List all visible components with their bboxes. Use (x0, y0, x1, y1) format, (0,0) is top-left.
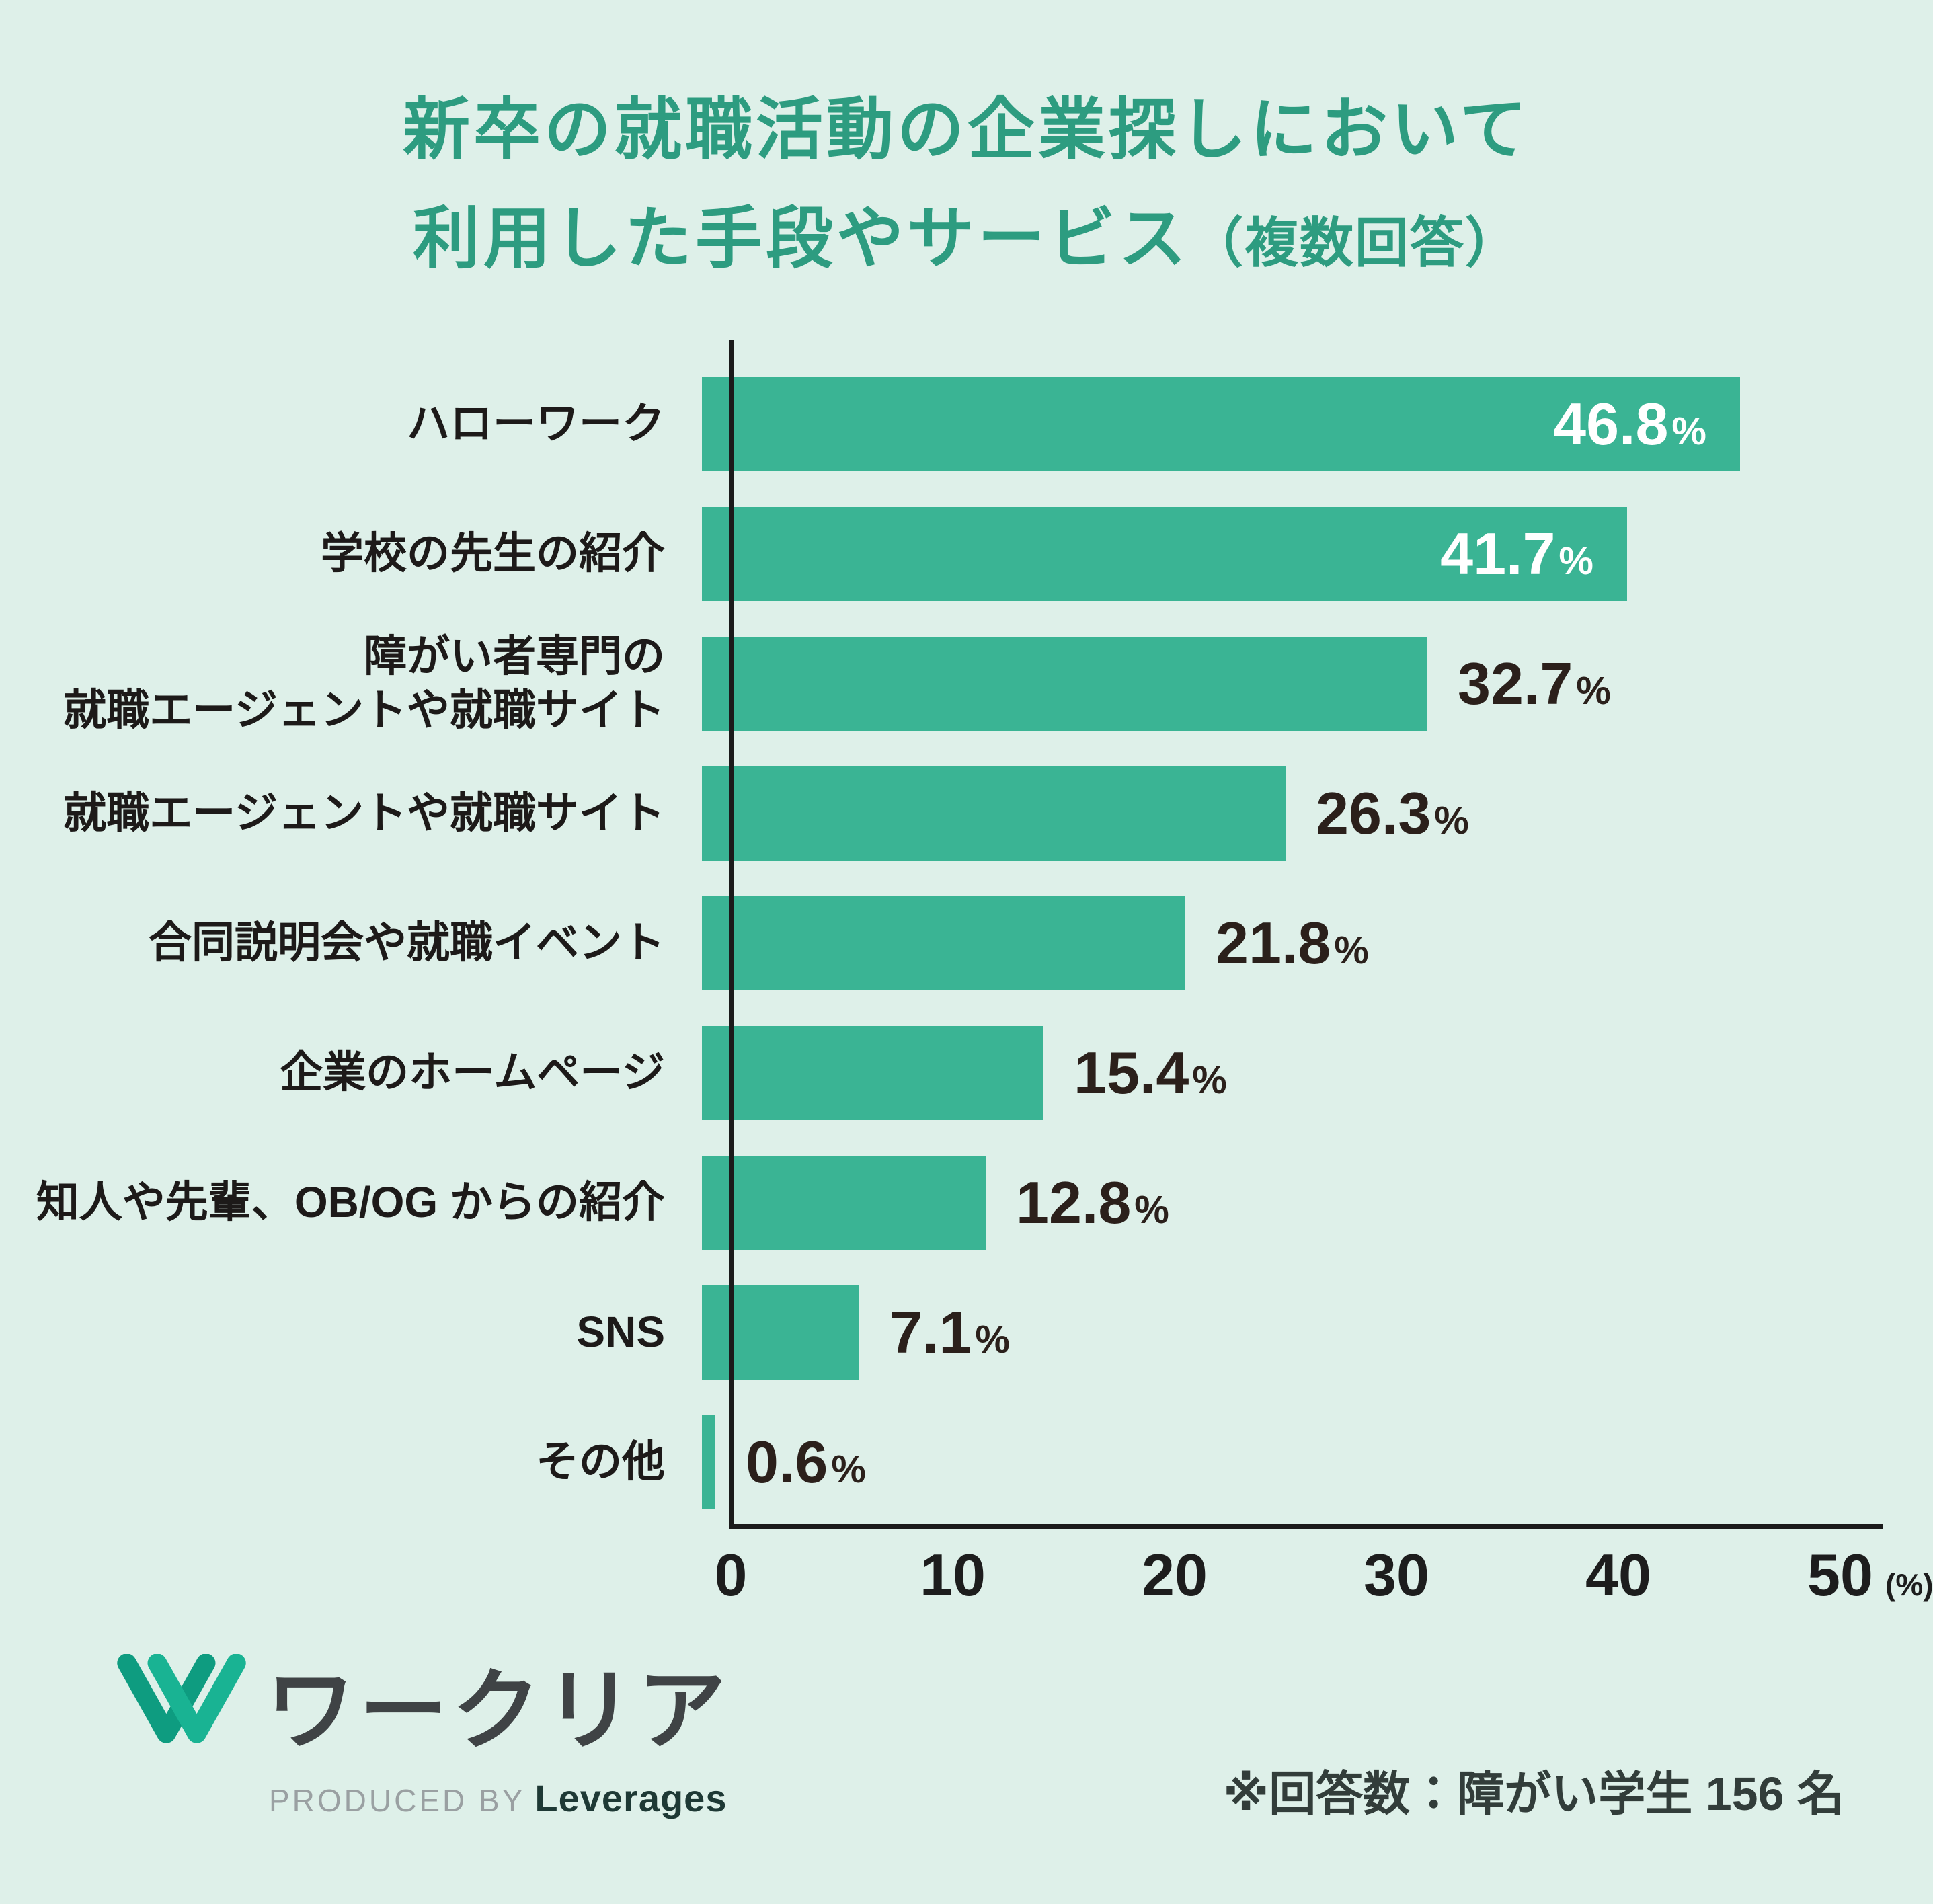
workria-w-icon (117, 1654, 246, 1743)
percent-sign: % (831, 1447, 866, 1491)
category-label: 就職エージェントや就職サイト (63, 788, 665, 837)
produced-by-line: PRODUCED BY Leverages (269, 1776, 727, 1820)
bar-track: 15.4% (699, 1025, 1933, 1120)
bar-track: 12.8% (699, 1155, 1933, 1250)
category-label: 企業のホームページ (280, 1047, 665, 1097)
bar-row: 知人や先輩、OB/OG からの紹介 12.8% (0, 1138, 1933, 1267)
bar-row: SNS 7.1% (0, 1267, 1933, 1397)
category-label: 合同説明会や就職イベント (149, 918, 665, 967)
value-label: 7.1% (890, 1298, 1010, 1365)
category-label: その他 (536, 1437, 665, 1486)
percent-sign: % (1671, 409, 1706, 453)
chart-title-line1: 新卒の就職活動の企業探しにおいて (403, 92, 1530, 167)
category-label: 障がい者専門の 就職エージェントや就職サイト (63, 632, 665, 734)
x-tick: 50 (1807, 1542, 1873, 1608)
bar: 46.8% (702, 376, 1740, 471)
value-label: 46.8% (1553, 390, 1706, 457)
bar-track: 26.3% (699, 766, 1933, 861)
chart-title: 新卒の就職活動の企業探しにおいて 利用した手段やサービス（複数回答） (0, 75, 1933, 293)
bar-track: 0.6% (699, 1415, 1933, 1509)
y-axis-line (729, 340, 734, 1529)
bar (702, 1285, 859, 1380)
bar-row: ハローワーク 46.8% (0, 359, 1933, 489)
leverages-wordmark: Leverages (535, 1777, 727, 1819)
category-label: SNS (576, 1307, 665, 1356)
value-label: 21.8% (1216, 909, 1369, 976)
workria-logo: ワークリア PRODUCED BY Leverages (116, 1647, 788, 1849)
bar-row: その他 0.6% (0, 1397, 1933, 1527)
bar (702, 636, 1427, 731)
bar-track: 41.7% (699, 506, 1933, 601)
bar-row: 学校の先生の紹介 41.7% (0, 489, 1933, 619)
category-label: 学校の先生の紹介 (321, 528, 665, 578)
x-tick: 40 (1585, 1542, 1651, 1608)
category-label: ハローワーク (407, 399, 665, 448)
value-label: 12.8% (1016, 1168, 1169, 1236)
x-tick: 30 (1364, 1542, 1429, 1608)
chart-title-line2: 利用した手段やサービス (413, 201, 1189, 276)
bar-track: 21.8% (699, 896, 1933, 990)
percent-sign: % (975, 1317, 1010, 1361)
category-label: 知人や先輩、OB/OG からの紹介 (36, 1177, 665, 1226)
x-axis-ticks: 0 10 20 30 40 50 (0, 1541, 1933, 1628)
bar (702, 1415, 715, 1509)
x-axis-unit-label: (%) (1885, 1567, 1933, 1602)
x-tick: 20 (1142, 1542, 1208, 1608)
bar-row: 障がい者専門の 就職エージェントや就職サイト 32.7% (0, 619, 1933, 748)
value-label: 41.7% (1440, 520, 1593, 587)
value-label: 32.7% (1458, 649, 1611, 717)
chart-title-note: （複数回答） (1189, 213, 1520, 273)
bar (702, 766, 1286, 861)
x-axis-line (729, 1524, 1883, 1529)
value-label: 15.4% (1074, 1039, 1227, 1106)
bar-track: 32.7% (699, 636, 1933, 731)
percent-sign: % (1559, 539, 1593, 583)
percent-sign: % (1334, 928, 1369, 972)
bar-row: 就職エージェントや就職サイト 26.3% (0, 748, 1933, 878)
bar-rows: ハローワーク 46.8% 学校の先生の紹介 41.7% 障がい者専門の 就職エージェントや… (0, 359, 1933, 1527)
bar (702, 1025, 1043, 1120)
bar-row: 企業のホームページ 15.4% (0, 1008, 1933, 1138)
value-label: 0.6% (746, 1428, 866, 1495)
percent-sign: % (1134, 1187, 1169, 1232)
value-label: 26.3% (1316, 779, 1469, 846)
bar-track: 46.8% (699, 376, 1933, 471)
sample-size-note: ※回答数：障がい学生 156 名 (1223, 1768, 1844, 1820)
x-tick: 0 (714, 1542, 748, 1608)
x-tick: 10 (920, 1542, 986, 1608)
produced-by-label: PRODUCED BY (269, 1783, 526, 1818)
percent-sign: % (1192, 1058, 1227, 1102)
bar (702, 1155, 986, 1250)
bar-row: 合同説明会や就職イベント 21.8% (0, 878, 1933, 1008)
percent-sign: % (1434, 798, 1469, 842)
bar-track: 7.1% (699, 1285, 1933, 1380)
bar: 41.7% (702, 506, 1627, 601)
percent-sign: % (1576, 668, 1611, 713)
bar (702, 896, 1185, 990)
workria-brand-text: ワークリア (266, 1661, 730, 1760)
